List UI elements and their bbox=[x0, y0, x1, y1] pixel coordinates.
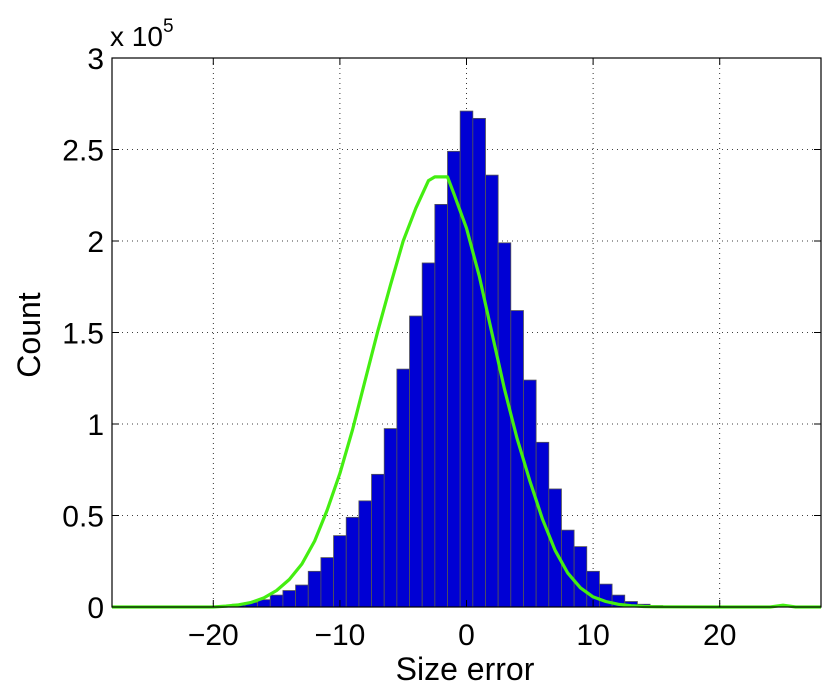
histogram-bar bbox=[434, 203, 448, 608]
histogram-bar bbox=[320, 557, 334, 608]
histogram-bar bbox=[295, 584, 309, 608]
y-multiplier-base: x 10 bbox=[110, 21, 163, 52]
x-tick-label: −20 bbox=[188, 619, 239, 652]
y-tick-label: 0.5 bbox=[62, 501, 104, 534]
histogram-bar bbox=[358, 500, 372, 608]
histogram-bar bbox=[333, 535, 347, 608]
y-tick-label: 0 bbox=[87, 592, 104, 625]
histogram-bars bbox=[219, 110, 676, 608]
y-tick-labels: 0 0.5 1 1.5 2 2.5 3 bbox=[62, 43, 104, 625]
histogram-bar bbox=[396, 368, 410, 608]
x-tick-labels: −20 −10 0 10 20 bbox=[188, 619, 737, 652]
y-tick-label: 3 bbox=[87, 43, 104, 76]
histogram-bar bbox=[573, 546, 588, 608]
histogram-bar bbox=[472, 117, 486, 608]
histogram-bar bbox=[383, 428, 398, 608]
histogram-bar bbox=[535, 441, 550, 608]
histogram-bar bbox=[282, 590, 296, 608]
y-axis-multiplier: x 105 bbox=[110, 16, 174, 52]
histogram-bar bbox=[447, 150, 461, 608]
histogram-bar bbox=[269, 594, 284, 608]
histogram-bar bbox=[371, 473, 385, 608]
y-multiplier-exponent: 5 bbox=[163, 16, 174, 37]
fit-curve-line bbox=[112, 175, 821, 609]
y-axis-label: Count bbox=[11, 292, 47, 378]
histogram-bar bbox=[307, 570, 322, 608]
x-tick-label: −10 bbox=[314, 619, 365, 652]
histogram-bar bbox=[421, 262, 436, 608]
x-tick-label: 10 bbox=[576, 619, 609, 652]
x-axis-label: Size error bbox=[396, 651, 535, 687]
histogram-bar bbox=[561, 529, 575, 608]
y-tick-label: 1.5 bbox=[62, 318, 104, 351]
histogram-bar bbox=[409, 315, 423, 608]
y-tick-label: 2 bbox=[87, 226, 104, 259]
histogram-bar bbox=[345, 516, 360, 608]
x-tick-label: 0 bbox=[458, 619, 475, 652]
y-tick-label: 1 bbox=[87, 409, 104, 442]
histogram-bar bbox=[459, 110, 474, 608]
histogram-bar bbox=[497, 242, 512, 608]
axis-ticks bbox=[112, 57, 821, 608]
y-tick-label: 2.5 bbox=[62, 135, 104, 168]
histogram-bar bbox=[485, 174, 499, 608]
x-tick-label: 20 bbox=[703, 619, 736, 652]
fit-curve-layer bbox=[112, 175, 821, 609]
